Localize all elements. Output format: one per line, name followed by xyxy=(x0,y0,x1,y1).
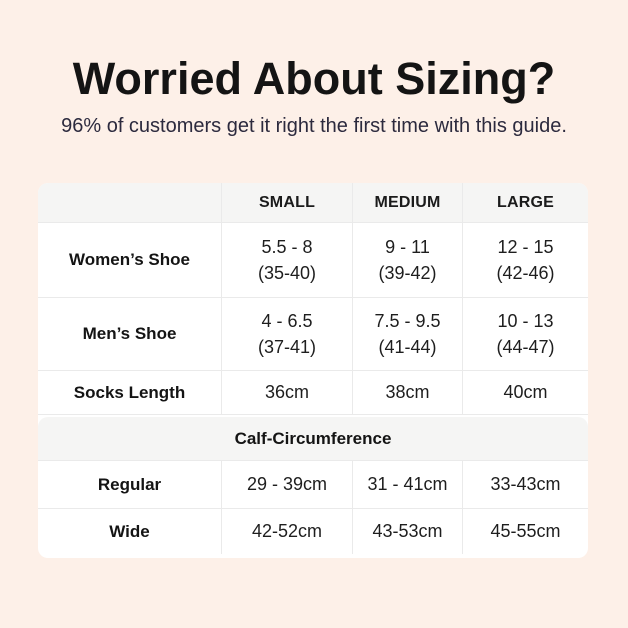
table-cell: 7.5 - 9.5 (41-44) xyxy=(353,298,463,370)
cell-value-eu: (41-44) xyxy=(378,337,437,357)
row-label: Socks Length xyxy=(38,371,222,414)
table-cell: 31 - 41cm xyxy=(353,461,463,508)
page-title: Worried About Sizing? xyxy=(72,53,556,104)
cell-value-eu: (44-47) xyxy=(496,337,555,357)
row-label: Wide xyxy=(38,509,222,554)
row-label: Men’s Shoe xyxy=(38,298,222,370)
table-header-row: SMALL MEDIUM LARGE xyxy=(38,183,588,223)
table-cell: 9 - 11 (39-42) xyxy=(353,223,463,297)
table-cell: 33-43cm xyxy=(490,474,561,494)
table-row-regular: Regular 29 - 39cm 31 - 41cm 33-43cm xyxy=(38,461,588,509)
table-cell: 29 - 39cm xyxy=(222,461,353,508)
cell-value-size: 9 - 11 xyxy=(385,237,430,257)
table-row-socks-length: Socks Length 36cm 38cm 40cm xyxy=(38,371,588,415)
sizing-table: SMALL MEDIUM LARGE Women’s Shoe 5.5 - 8 … xyxy=(38,183,588,558)
cell-value-size: 10 - 13 xyxy=(497,311,554,331)
table-cell: 38cm xyxy=(353,371,463,414)
table-cell: 40cm xyxy=(503,382,548,402)
cell-value-eu: (39-42) xyxy=(378,263,437,283)
table-cell: 5.5 - 8 (35-40) xyxy=(222,223,353,297)
table-row-mens-shoe: Men’s Shoe 4 - 6.5 (37-41) 7.5 - 9.5 (41… xyxy=(38,298,588,371)
table-header-cell-empty xyxy=(38,183,222,222)
table-cell: 45-55cm xyxy=(490,521,561,541)
table-header-cell-small: SMALL xyxy=(222,183,353,222)
table-cell: 36cm xyxy=(222,371,353,414)
header: Worried About Sizing? 96% of customers g… xyxy=(0,0,628,138)
table-cell: 10 - 13 (44-47) xyxy=(463,298,588,370)
table-cell: 42-52cm xyxy=(222,509,353,554)
cell-value-eu: (35-40) xyxy=(257,263,317,283)
cell-value-eu: (37-41) xyxy=(257,337,317,357)
cell-value-eu: (42-46) xyxy=(496,263,555,283)
section-header-calf-circumference: Calf-Circumference xyxy=(38,417,588,461)
row-label: Regular xyxy=(38,461,222,508)
cell-value-size: 7.5 - 9.5 xyxy=(374,311,441,331)
row-label: Women’s Shoe xyxy=(38,223,222,297)
table-cell: 12 - 15 (42-46) xyxy=(463,223,588,297)
cell-value-size: 12 - 15 xyxy=(497,237,554,257)
table-header-cell-large: LARGE xyxy=(497,193,554,211)
cell-value-size: 4 - 6.5 xyxy=(261,311,313,331)
table-row-wide: Wide 42-52cm 43-53cm 45-55cm xyxy=(38,509,588,554)
table-header-cell-medium: MEDIUM xyxy=(353,183,463,222)
cell-value-size: 5.5 - 8 xyxy=(261,237,313,257)
table-cell: 4 - 6.5 (37-41) xyxy=(222,298,353,370)
table-cell: 43-53cm xyxy=(353,509,463,554)
page-subtitle: 96% of customers get it right the first … xyxy=(61,114,567,137)
table-row-womens-shoe: Women’s Shoe 5.5 - 8 (35-40) 9 - 11 (39-… xyxy=(38,223,588,298)
